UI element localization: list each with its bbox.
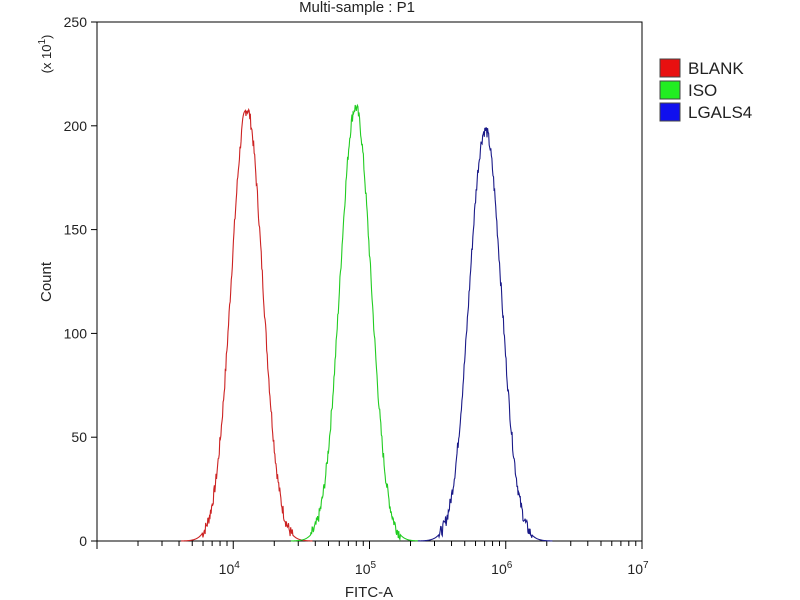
y-tick-label: 50: [71, 429, 87, 445]
y-axis-ticks: 0 50 100 150 200 250: [64, 14, 97, 549]
legend-swatch-iso: [659, 80, 681, 100]
x-tick-exponent: 5: [371, 560, 377, 571]
x-tick-label: 105: [355, 560, 377, 577]
x-tick-label: 106: [491, 560, 513, 577]
x-tick-base: 10: [627, 561, 643, 577]
y-tick-label: 250: [64, 14, 88, 30]
x-tick-base: 10: [219, 561, 235, 577]
legend-label-iso: ISO: [688, 81, 717, 100]
y-tick-label: 200: [64, 118, 88, 134]
series-line-blank: [181, 107, 313, 542]
x-tick-exponent: 6: [507, 560, 513, 571]
x-tick-exponent: 7: [643, 560, 649, 571]
x-tick-label: 107: [627, 560, 649, 577]
y-tick-label: 0: [79, 533, 87, 549]
legend-label-lgals4: LGALS4: [688, 103, 752, 122]
x-axis-label: FITC-A: [345, 584, 393, 600]
chart-title: Multi-sample : P1: [299, 0, 415, 16]
series-lines: [181, 103, 553, 542]
y-multiplier-text: (x 10: [39, 45, 54, 74]
legend-label-blank: BLANK: [688, 59, 744, 78]
y-multiplier-label: (x 101): [37, 35, 54, 74]
x-tick-base: 10: [355, 561, 371, 577]
legend-swatch-blank: [659, 58, 681, 78]
x-tick-exponent: 4: [234, 560, 240, 571]
series-line-iso: [290, 103, 421, 542]
legend-swatch-lgals4: [659, 102, 681, 122]
x-axis-ticks: 104 105 106 107: [96, 541, 649, 577]
y-tick-label: 150: [64, 222, 88, 238]
x-tick-label: 104: [219, 560, 241, 577]
series-line-lgals4: [417, 127, 553, 542]
x-tick-base: 10: [491, 561, 507, 577]
plot-frame: [96, 21, 643, 542]
y-multiplier-close: ): [39, 35, 54, 39]
y-tick-label: 100: [64, 325, 88, 341]
y-multiplier-exponent: 1: [37, 39, 48, 45]
y-axis-label: Count: [38, 261, 55, 302]
legend: BLANK ISO LGALS4: [659, 58, 752, 122]
